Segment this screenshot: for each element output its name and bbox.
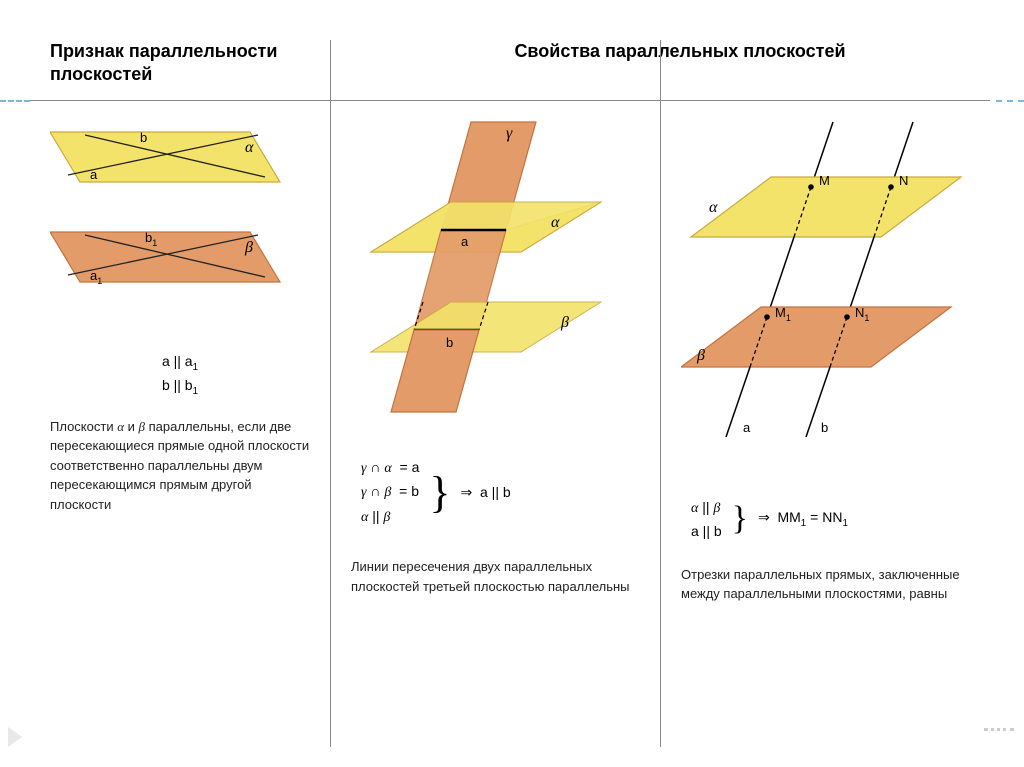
svg-text:N: N [899,173,908,188]
svg-text:α: α [551,214,560,231]
title-left: Признак параллельности плоскостей [50,40,310,87]
desc-col1: Плоскости α и β параллельны, если две пе… [50,417,310,515]
main-grid: Признак параллельности плоскостей a b α … [0,0,1024,767]
svg-text:b: b [140,130,147,145]
column-2: a α γ b β γ ∩ α = a γ ∩ β = b α || β } ⇒… [331,40,661,747]
nav-arrow-icon [8,727,22,747]
dashed-accent-left [0,100,30,102]
svg-text:b: b [821,420,828,435]
svg-text:β: β [244,239,253,256]
svg-text:α: α [709,199,718,216]
svg-text:a: a [90,167,98,182]
diagram-col3: M N α M1 N1 β a b [681,112,981,482]
column-3: M N α M1 N1 β a b α || β a || b [661,40,1001,747]
desc-col3: Отрезки параллельных прямых, заключенные… [681,565,981,604]
diagram-col1: a b α a1 b1 β [50,127,310,337]
svg-text:a: a [743,420,751,435]
svg-text:b: b [446,335,453,350]
svg-text:M: M [819,173,830,188]
svg-text:γ: γ [506,125,513,142]
desc-col2: Линии пересечения двух параллельных плос… [351,557,640,596]
dots-accent [984,728,1014,731]
svg-text:a: a [461,234,469,249]
math-col1: a || a1 b || b1 [50,351,310,399]
formula-col2: γ ∩ α = a γ ∩ β = b α || β } ⇒ a || b [361,456,640,529]
svg-text:α: α [245,139,254,156]
svg-text:β: β [560,314,569,331]
formula-col3: α || β a || b } ⇒ MM1 = NN1 [691,496,981,543]
svg-text:β: β [696,347,705,364]
column-1: Признак параллельности плоскостей a b α … [30,40,331,747]
diagram-col2: a α γ b β [351,112,641,442]
